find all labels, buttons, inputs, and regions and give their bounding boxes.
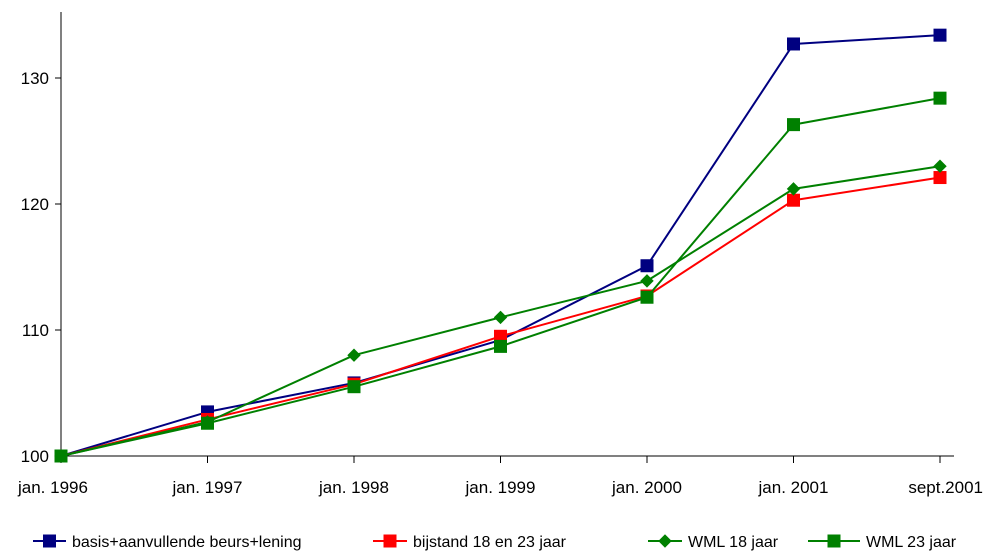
y-tick-label: 100 bbox=[21, 447, 49, 466]
x-tick-label: sept.2001 bbox=[908, 478, 983, 497]
legend-item: basis+aanvullende beurs+lening bbox=[33, 534, 302, 551]
legend-swatch-marker bbox=[827, 534, 841, 548]
data-point bbox=[933, 159, 947, 173]
legend-item: bijstand 18 en 23 jaar bbox=[373, 534, 567, 551]
legend-swatch-marker bbox=[43, 534, 56, 548]
data-point bbox=[347, 348, 361, 362]
data-point bbox=[493, 310, 508, 325]
data-point bbox=[54, 449, 68, 463]
data-point bbox=[786, 182, 801, 196]
x-tick-label: jan. 2000 bbox=[611, 478, 682, 497]
data-point bbox=[640, 259, 654, 273]
data-point bbox=[640, 290, 654, 304]
y-tick-label: 130 bbox=[21, 69, 49, 88]
y-axis-ticks: 100 110 120 130 bbox=[21, 69, 61, 466]
data-point bbox=[787, 193, 800, 207]
legend-item: WML 18 jaar bbox=[648, 534, 779, 551]
data-point bbox=[787, 118, 800, 132]
series-1 bbox=[54, 28, 947, 463]
legend-label: basis+aanvullende beurs+lening bbox=[72, 534, 302, 551]
data-point bbox=[347, 380, 361, 394]
data-point bbox=[933, 171, 947, 185]
data-point bbox=[494, 339, 507, 353]
x-tick-label: jan. 1998 bbox=[318, 478, 389, 497]
legend-label: bijstand 18 en 23 jaar bbox=[413, 534, 567, 551]
x-axis-ticks: jan. 1996 jan. 1997 jan. 1998 jan. 1999 jan.… bbox=[17, 456, 983, 497]
x-tick-label: jan. 1999 bbox=[465, 478, 536, 497]
data-point bbox=[787, 37, 800, 51]
legend-label: WML 23 jaar bbox=[866, 534, 957, 551]
legend-item: WML 23 jaar bbox=[808, 534, 957, 551]
x-tick-label: jan. 1997 bbox=[172, 478, 243, 497]
data-point bbox=[933, 28, 947, 42]
x-tick-label: jan. 1996 bbox=[17, 478, 88, 497]
chart-axes bbox=[60, 12, 954, 457]
data-point bbox=[933, 91, 947, 105]
y-tick-label: 120 bbox=[21, 195, 49, 214]
data-point bbox=[640, 274, 654, 288]
legend-swatch-marker bbox=[383, 534, 397, 548]
series-line bbox=[60, 34, 941, 457]
series-line bbox=[60, 97, 941, 457]
legend-swatch-marker bbox=[658, 534, 672, 548]
data-point bbox=[201, 416, 214, 430]
legend-label: WML 18 jaar bbox=[688, 534, 779, 551]
chart-legend: basis+aanvullende beurs+lening bijstand 1… bbox=[33, 534, 957, 551]
series-4 bbox=[54, 91, 947, 463]
series-layer bbox=[54, 28, 947, 463]
y-tick-label: 110 bbox=[22, 321, 49, 340]
x-tick-label: jan. 2001 bbox=[758, 478, 829, 497]
